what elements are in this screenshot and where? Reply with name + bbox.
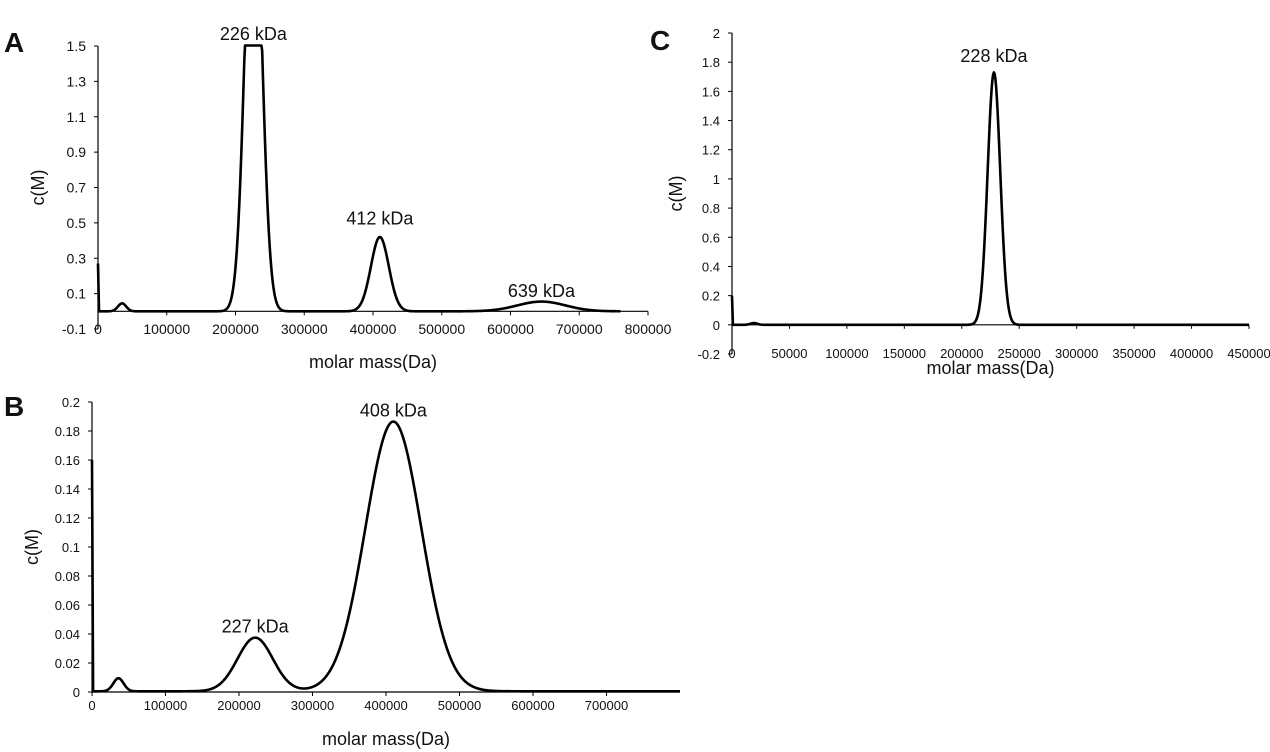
y-axis-title: c(M) — [22, 529, 42, 565]
y-tick-label: 1.6 — [702, 84, 720, 99]
x-axis-title: molar mass(Da) — [322, 729, 450, 749]
series-line — [730, 71, 1250, 327]
y-tick-label: 1 — [713, 172, 720, 187]
x-tick-label: 300000 — [291, 698, 334, 713]
x-tick-label: 800000 — [625, 321, 672, 337]
y-axis-title: c(M) — [28, 170, 48, 206]
x-tick-label: 0 — [94, 321, 102, 337]
x-tick-label: 700000 — [556, 321, 603, 337]
y-tick-label: 1.8 — [702, 55, 720, 70]
y-tick-label: 0.3 — [67, 250, 87, 266]
y-tick-label: 0 — [713, 318, 720, 333]
y-tick-label: 0.2 — [62, 395, 80, 410]
chart-panel-c: C -0.2 0 0.2 0.4 0.6 0.8 1 1.2 1.4 1.6 1.8 2 0 50000 10… — [650, 25, 1270, 378]
y-tick-label: 2 — [713, 26, 720, 41]
x-tick-label: 300000 — [1055, 346, 1098, 361]
y-tick-label: 0.4 — [702, 259, 720, 274]
x-tick-label: 400000 — [364, 698, 407, 713]
peak-label: 639 kDa — [508, 281, 576, 301]
y-tick-label: 1.3 — [67, 73, 87, 89]
x-tick-label: 300000 — [281, 321, 328, 337]
y-tick-label: -0.1 — [62, 321, 86, 337]
y-tick-label: -0.2 — [698, 347, 720, 362]
x-tick-label: 450000 — [1227, 346, 1270, 361]
peak-label: 408 kDa — [360, 401, 428, 421]
x-tick-label: 600000 — [487, 321, 534, 337]
panel-letter: A — [4, 27, 24, 58]
y-tick-label: 0.18 — [55, 424, 80, 439]
x-tick-label: 400000 — [350, 321, 397, 337]
y-tick-label: 1.4 — [702, 114, 720, 129]
y-tick-label: 0.1 — [67, 286, 87, 302]
x-tick-label: 200000 — [217, 698, 260, 713]
y-tick-label: 0.9 — [67, 144, 87, 160]
y-tick-label: 0.16 — [55, 453, 80, 468]
y-tick-label: 0.08 — [55, 569, 80, 584]
series-line — [96, 44, 622, 313]
series-line — [90, 420, 681, 693]
x-tick-label: 150000 — [883, 346, 926, 361]
panel-letter: B — [4, 391, 24, 422]
x-tick-label: 400000 — [1170, 346, 1213, 361]
peak-label: 227 kDa — [222, 617, 290, 637]
y-tick-label: 0.6 — [702, 230, 720, 245]
x-tick-label: 0 — [728, 346, 735, 361]
chart-panel-a: A -0.1 0.1 0.3 0.5 0.7 0.9 1.1 1.3 1.5 0 100000 2000… — [4, 24, 672, 372]
peak-label: 228 kDa — [960, 46, 1028, 66]
y-tick-label: 0.5 — [67, 215, 87, 231]
y-tick-label: 0 — [73, 685, 80, 700]
y-tick-label: 0.02 — [55, 656, 80, 671]
x-tick-label: 100000 — [825, 346, 868, 361]
x-tick-label: 50000 — [771, 346, 807, 361]
y-tick-label: 0.14 — [55, 482, 80, 497]
y-tick-label: 1.2 — [702, 143, 720, 158]
y-tick-label: 0.06 — [55, 598, 80, 613]
x-tick-label: 100000 — [143, 321, 190, 337]
y-tick-label: 0.12 — [55, 511, 80, 526]
x-tick-label: 350000 — [1112, 346, 1155, 361]
panel-letter: C — [650, 25, 670, 56]
y-tick-label: 0.7 — [67, 180, 87, 196]
x-tick-label: 700000 — [585, 698, 628, 713]
y-tick-label: 1.1 — [67, 109, 87, 125]
y-tick-label: 1.5 — [67, 38, 87, 54]
x-tick-label: 200000 — [940, 346, 983, 361]
y-tick-label: 0.8 — [702, 201, 720, 216]
x-axis-title: molar mass(Da) — [926, 358, 1054, 378]
chart-panel-b: B 0 0.02 0.04 0.06 0.08 0.1 0.12 0.14 0.16 0.18 0.2… — [4, 391, 681, 749]
y-tick-label: 0.04 — [55, 627, 80, 642]
y-axis-title: c(M) — [666, 176, 686, 212]
y-tick-label: 0.2 — [702, 289, 720, 304]
y-tick-label: 0.1 — [62, 540, 80, 555]
x-axis-title: molar mass(Da) — [309, 352, 437, 372]
x-tick-label: 100000 — [144, 698, 187, 713]
x-tick-label: 500000 — [418, 321, 465, 337]
x-tick-label: 200000 — [212, 321, 259, 337]
x-tick-label: 600000 — [511, 698, 554, 713]
x-tick-label: 250000 — [998, 346, 1041, 361]
peak-label: 226 kDa — [220, 24, 288, 44]
peak-label: 412 kDa — [346, 209, 414, 229]
x-tick-label: 500000 — [438, 698, 481, 713]
x-tick-label: 0 — [88, 698, 95, 713]
